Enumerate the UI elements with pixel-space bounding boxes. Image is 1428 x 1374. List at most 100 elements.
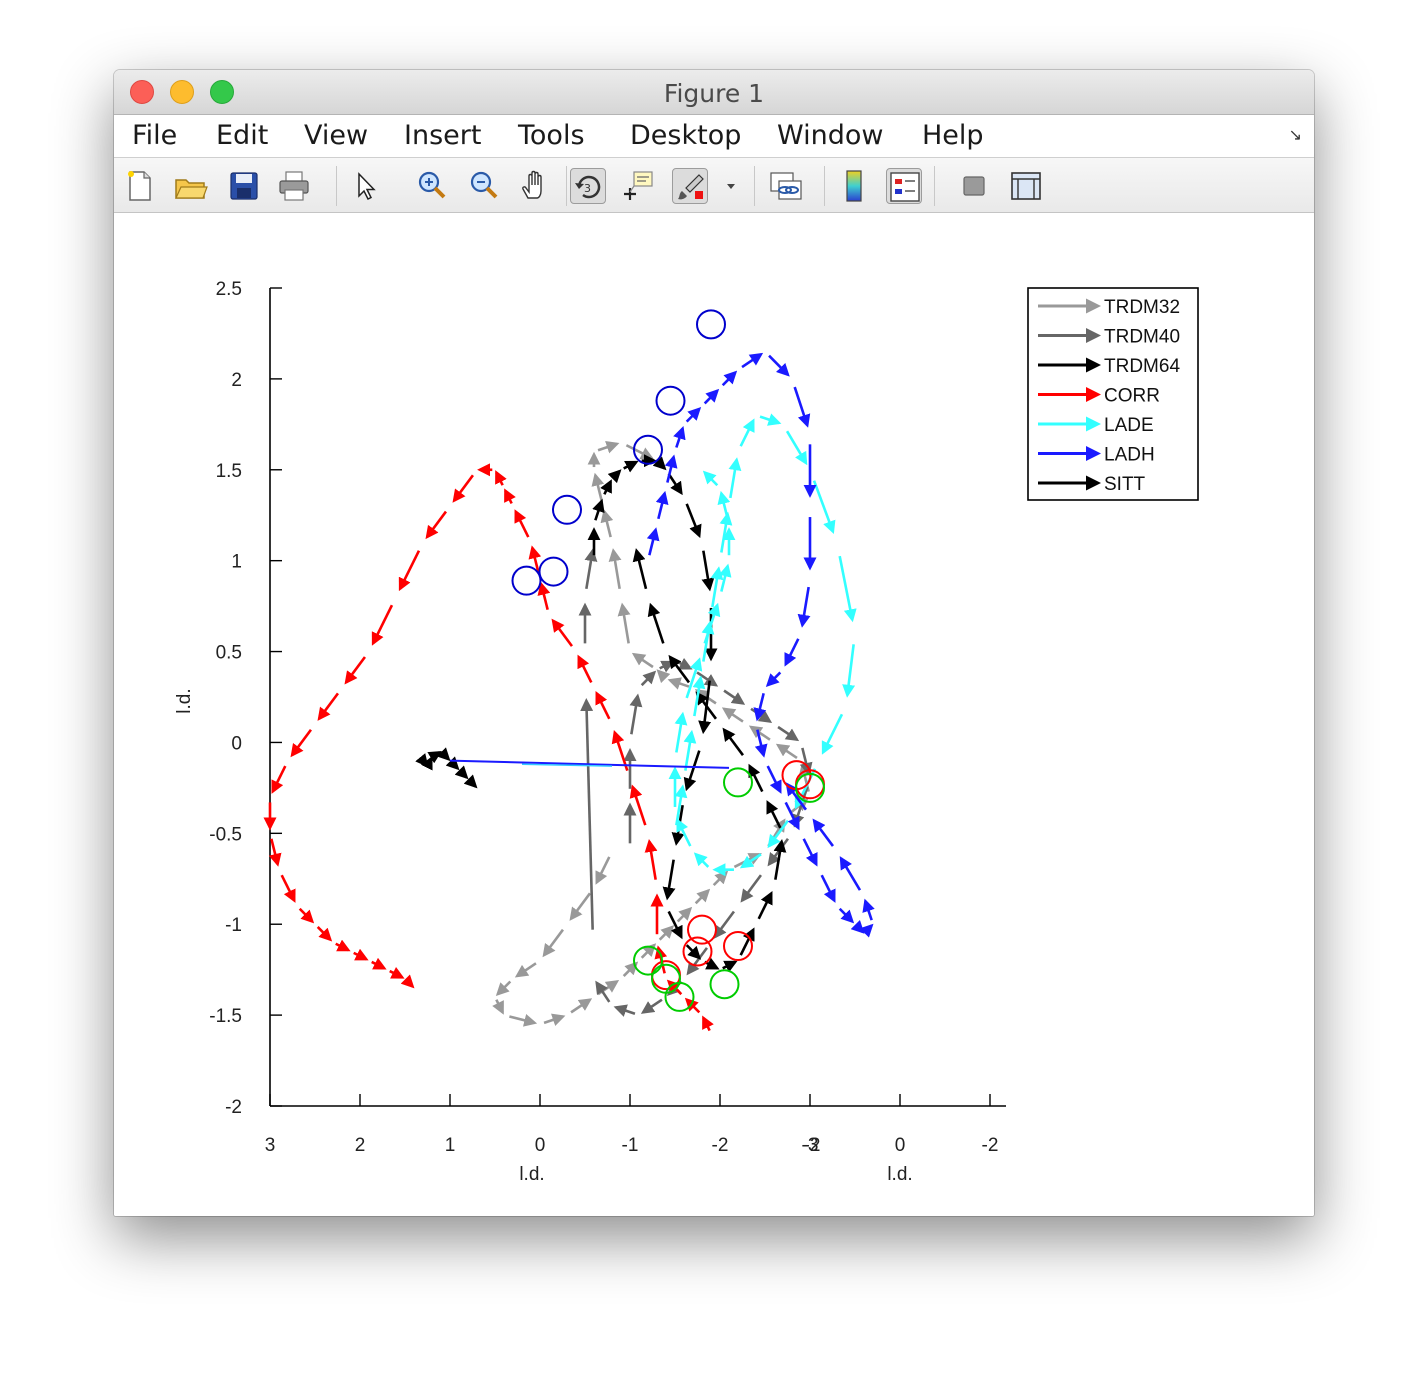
menu-tools[interactable]: Tools — [518, 120, 585, 151]
series-arrow-ladh — [850, 919, 865, 934]
series-arrow-corr — [400, 974, 415, 989]
colorbar-icon[interactable] — [836, 168, 872, 204]
legend-icon[interactable] — [886, 168, 922, 204]
print-icon[interactable] — [276, 168, 312, 204]
menu-help[interactable]: Help — [922, 120, 984, 151]
series-arrow-trdm64 — [662, 859, 676, 901]
zoom-out-icon[interactable] — [466, 168, 502, 204]
edit-plot-arrow-icon[interactable] — [348, 168, 384, 204]
series-arrow-trdm32 — [509, 1013, 538, 1027]
x-tick-label: -3 — [802, 1135, 819, 1156]
marker-circle — [552, 494, 582, 525]
menu-file[interactable]: File — [132, 120, 178, 151]
menu-insert[interactable]: Insert — [404, 120, 482, 151]
series-arrow-lade — [739, 418, 755, 447]
series-arrow-ladh — [838, 907, 855, 924]
x-tick-label: 0 — [535, 1135, 546, 1156]
figure-canvas[interactable]: -2 -1.5 -1 -0.5 0 0.5 1 1.5 2 2.5 3 2 1 0 -1 -2 -3 0 -2 -2 l… — [114, 213, 1314, 1216]
series-arrow-corr — [595, 691, 611, 720]
brush-icon[interactable] — [672, 168, 708, 204]
horizontal-connector-line-cyan — [521, 763, 613, 767]
marker-circle — [664, 981, 695, 1012]
show-plot-tools-icon[interactable] — [1008, 168, 1044, 204]
series-arrow-trdm32 — [597, 441, 620, 454]
legend-label: LADH — [1104, 445, 1155, 466]
series-arrow-lade — [767, 819, 789, 849]
series-arrow-trdm40 — [740, 874, 762, 903]
series-arrow-lade — [676, 818, 692, 847]
series-arrow-corr — [425, 510, 447, 540]
data-cursor-icon[interactable] — [620, 168, 656, 204]
marker-circle — [795, 772, 825, 803]
series-arrow-ladh — [812, 818, 834, 847]
zoom-window-button[interactable] — [210, 80, 234, 104]
y-tick-label: 1 — [231, 552, 242, 573]
series-arrow-lade — [821, 713, 844, 755]
series-arrow-trdm32 — [721, 707, 744, 723]
rotate-3d-icon[interactable]: 3 — [570, 168, 606, 204]
series-arrow-trdm32 — [492, 999, 504, 1015]
new-figure-icon[interactable] — [122, 168, 158, 204]
series-arrow-corr — [495, 470, 507, 486]
series-arrow-trdm32 — [543, 1013, 566, 1026]
series-arrow-corr — [389, 966, 405, 979]
series-arrow-corr — [317, 692, 339, 721]
x-tick-label: 3 — [265, 1135, 276, 1156]
toolbar-separator — [824, 166, 825, 206]
y-tick-label: 0.5 — [216, 643, 242, 664]
series-arrow-lade — [759, 413, 782, 426]
y-axis-label: l.d. — [174, 688, 195, 713]
series-arrow-sitt — [463, 774, 478, 789]
dock-figure-icon[interactable]: ↘ — [1288, 127, 1302, 144]
series-arrow-trdm64 — [683, 750, 701, 792]
marker-circle — [709, 969, 740, 1000]
series-arrow-trdm64 — [667, 473, 683, 496]
marker-circle — [682, 936, 713, 967]
series-arrow-lade — [739, 853, 762, 869]
series-arrow-trdm40 — [686, 947, 708, 976]
series-arrow-ladh — [741, 352, 764, 369]
series-arrow-lade — [812, 480, 836, 535]
series-arrow-trdm40 — [613, 1004, 636, 1017]
series-arrow-ladh — [664, 454, 678, 483]
series-arrow-trdm64 — [600, 479, 612, 495]
series-arrow-lade — [842, 644, 856, 698]
series-arrow-ladh — [839, 856, 862, 891]
legend-label: TRDM32 — [1104, 297, 1180, 318]
series-arrow-trdm64 — [607, 469, 622, 484]
menu-desktop[interactable]: Desktop — [630, 120, 742, 151]
series-arrow-trdm32 — [667, 677, 690, 690]
figure-window: Figure 1 File Edit View Insert Tools Des… — [114, 70, 1314, 1216]
open-file-icon[interactable] — [172, 168, 208, 204]
series-arrow-corr — [316, 926, 333, 942]
series-arrow-corr — [353, 948, 369, 961]
dropdown-arrow-icon[interactable] — [722, 168, 740, 204]
series-arrow-trdm64 — [757, 890, 773, 920]
menu-window[interactable]: Window — [777, 120, 884, 151]
title-bar[interactable]: Figure 1 — [114, 70, 1314, 115]
series-arrow-ladh — [753, 693, 767, 722]
link-plot-icon[interactable] — [768, 168, 804, 204]
menu-edit[interactable]: Edit — [216, 120, 269, 151]
y-tick-label: 1.5 — [216, 461, 242, 482]
series-arrow-lade — [702, 470, 719, 487]
series-arrow-ladh — [784, 638, 800, 667]
hide-plot-tools-icon[interactable] — [956, 168, 992, 204]
minimize-window-button[interactable] — [170, 80, 194, 104]
save-icon[interactable] — [226, 168, 262, 204]
close-window-button[interactable] — [130, 80, 154, 104]
pan-hand-icon[interactable] — [518, 168, 554, 204]
series-arrow-corr — [298, 907, 315, 924]
zoom-in-icon[interactable] — [414, 168, 450, 204]
horizontal-connector-line — [449, 759, 730, 769]
series-arrow-ladh — [768, 354, 790, 377]
series-arrow-trdm64 — [652, 456, 667, 471]
series-arrow-lade — [717, 490, 731, 520]
plot-svg[interactable]: -2-1.5-1-0.500.511.522.53 2 1 0 -1 -2 -3 0 -2-2l… — [114, 213, 1314, 1216]
series-arrow-trdm40 — [799, 747, 813, 776]
x-tick-label: 2 — [355, 1135, 366, 1156]
menu-view[interactable]: View — [304, 120, 369, 151]
series-arrow-trdm32 — [595, 856, 611, 885]
series-arrow-trdm40 — [640, 670, 657, 687]
series-arrow-corr — [666, 979, 683, 996]
